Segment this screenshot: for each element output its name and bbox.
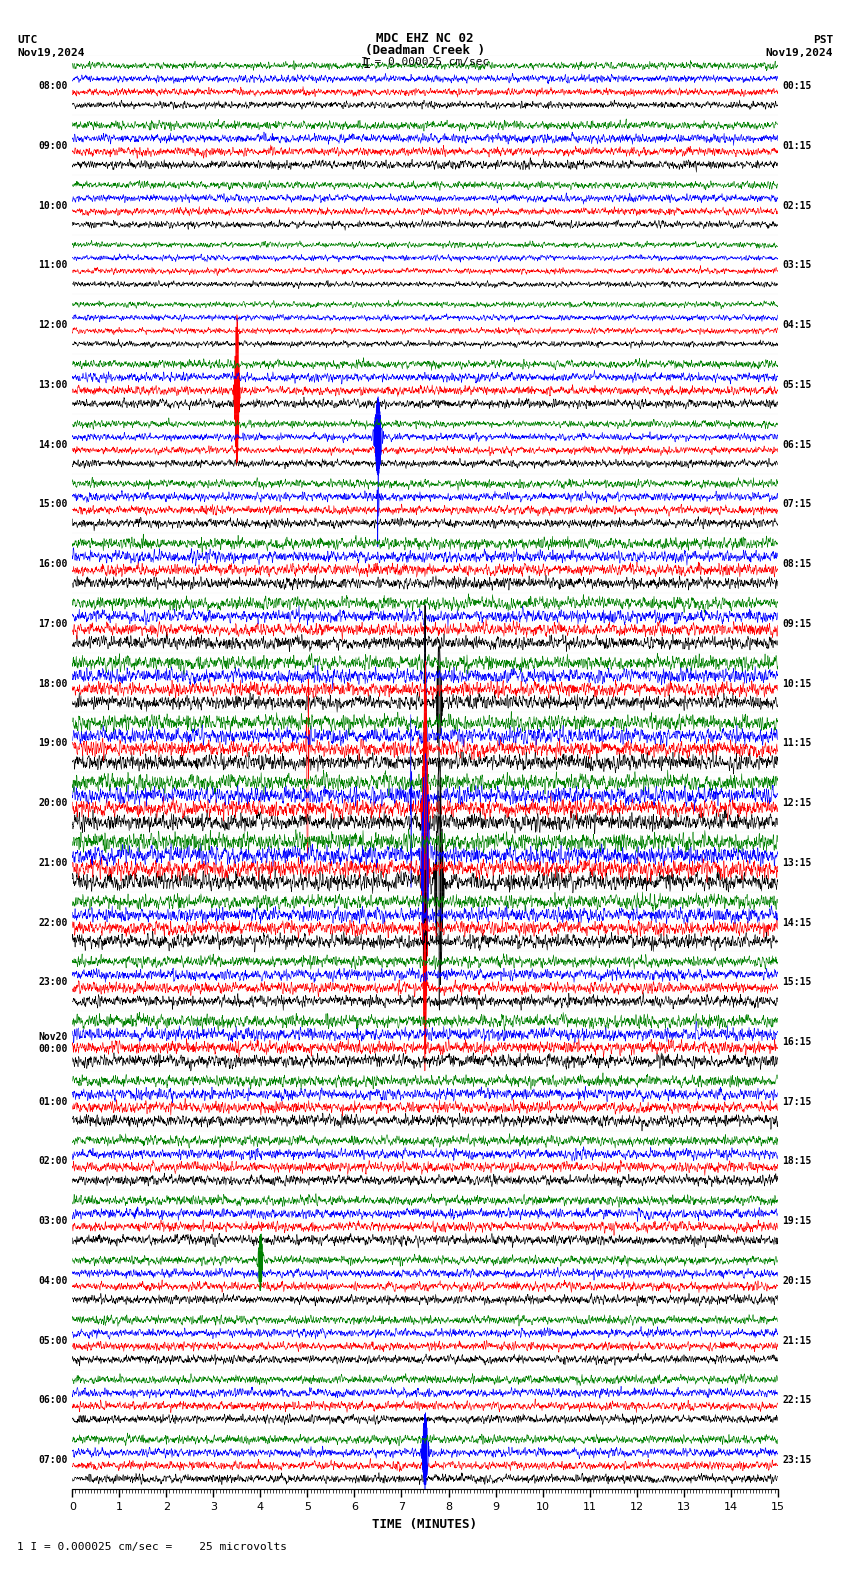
Text: (Deadman Creek ): (Deadman Creek ) (365, 44, 485, 57)
Text: Nov19,2024: Nov19,2024 (766, 48, 833, 57)
Text: MDC EHZ NC 02: MDC EHZ NC 02 (377, 32, 473, 44)
Text: I: I (363, 57, 371, 71)
Text: UTC: UTC (17, 35, 37, 44)
Text: I = 0.000025 cm/sec: I = 0.000025 cm/sec (361, 57, 489, 67)
Text: Nov19,2024: Nov19,2024 (17, 48, 84, 57)
X-axis label: TIME (MINUTES): TIME (MINUTES) (372, 1517, 478, 1530)
Text: PST: PST (813, 35, 833, 44)
Text: 1 I = 0.000025 cm/sec =    25 microvolts: 1 I = 0.000025 cm/sec = 25 microvolts (17, 1543, 287, 1552)
